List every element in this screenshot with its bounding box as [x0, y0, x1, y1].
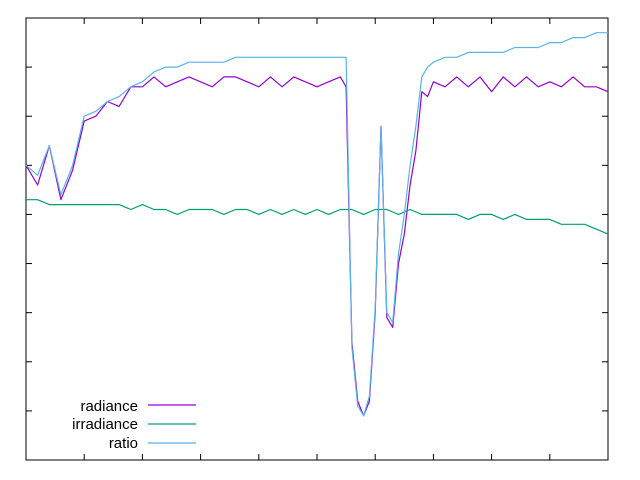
series-line-radiance — [25, 76, 609, 417]
axis-ticks — [25, 17, 609, 460]
series-line-irradiance — [26, 199, 609, 235]
series-layer — [25, 32, 609, 417]
series-line-ratio — [25, 32, 608, 417]
legend-label-radiance: radiance — [80, 398, 138, 415]
legend-entry-irradiance: irradiance — [72, 416, 196, 433]
legend: radiance irradiance ratio — [72, 398, 196, 452]
plot-frame — [25, 17, 609, 461]
legend-entry-radiance: radiance — [80, 398, 196, 415]
legend-label-ratio: ratio — [109, 435, 138, 452]
legend-label-irradiance: irradiance — [72, 416, 138, 433]
legend-entry-ratio: ratio — [109, 435, 196, 452]
